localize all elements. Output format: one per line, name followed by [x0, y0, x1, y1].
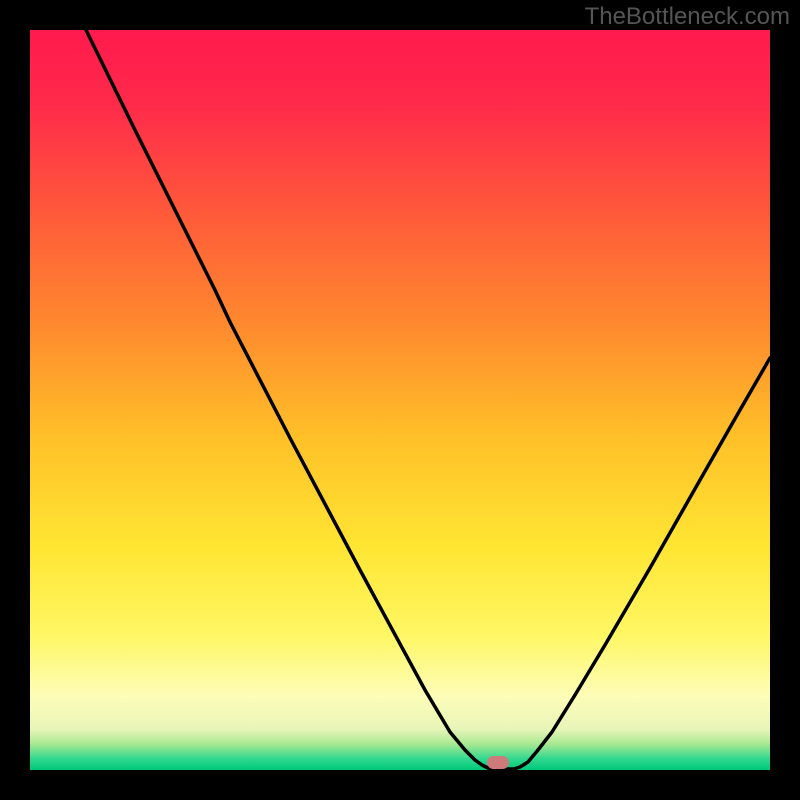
watermark-text: TheBottleneck.com: [585, 3, 790, 31]
chart-frame: TheBottleneck.com: [0, 0, 800, 800]
bottleneck-curve: [30, 30, 770, 770]
optimal-point-marker: [487, 756, 509, 769]
plot-area: [30, 30, 770, 770]
